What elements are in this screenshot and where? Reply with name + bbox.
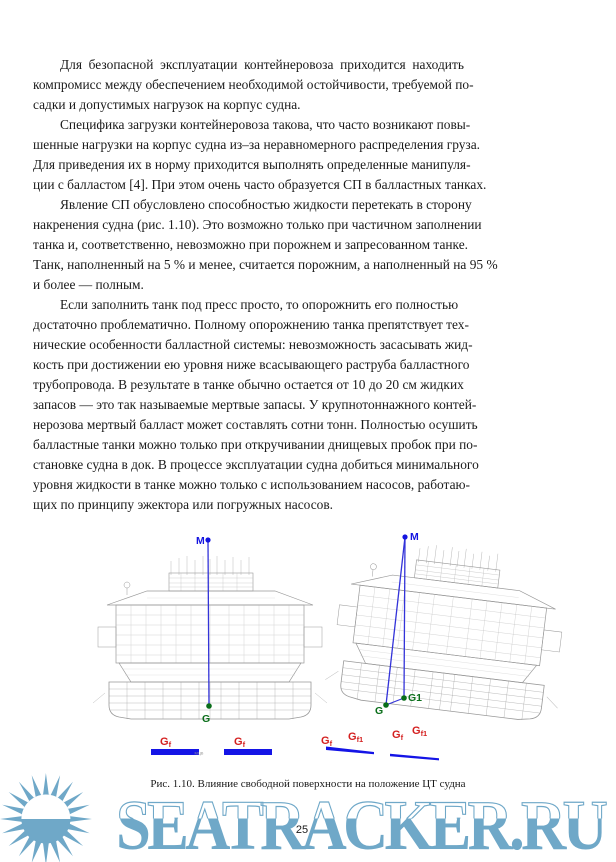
svg-text:G: G [202,713,210,725]
svg-text:Gf: Gf [321,735,333,748]
svg-text:Gf1: Gf1 [348,731,363,744]
svg-text:M: M [196,535,205,547]
svg-text:G1: G1 [408,692,422,704]
svg-text:G: G [375,705,383,717]
svg-text:M: M [410,531,419,543]
svg-text:МЦВ: МЦВ [195,751,204,756]
svg-text:Gf1: Gf1 [412,725,427,738]
svg-text:25: 25 [296,824,308,836]
svg-text:Gf: Gf [160,736,172,749]
svg-text:Gf: Gf [392,729,404,742]
svg-text:Gf: Gf [234,736,246,749]
